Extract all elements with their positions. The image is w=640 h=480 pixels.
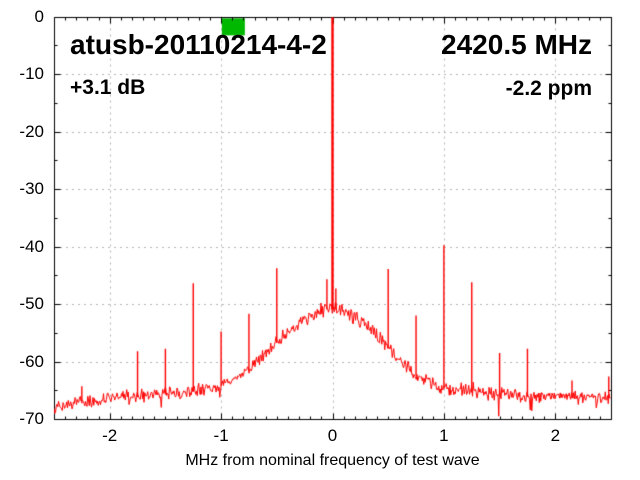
y-axis-tick-label: -40 <box>19 236 44 256</box>
y-axis-tick-label: -30 <box>19 179 44 198</box>
x-axis-tick-label: -2 <box>102 426 118 445</box>
y-axis-tick-label: -50 <box>19 294 44 313</box>
run-id-label: atusb-20110214-4-2 <box>70 29 327 60</box>
x-axis-tick-label: -1 <box>213 426 229 445</box>
frequency-offset-label: -2.2 ppm <box>505 77 592 100</box>
x-axis-tick-label: 0 <box>327 426 338 445</box>
y-axis-tick-label: -20 <box>19 121 44 141</box>
y-axis-tick-label: -70 <box>19 409 44 428</box>
x-axis-title: MHz from nominal frequency of test wave <box>185 452 480 469</box>
center-frequency-label: 2420.5 MHz <box>441 29 592 60</box>
level-offset-label: +3.1 dB <box>70 76 146 99</box>
y-axis-tick-label: -10 <box>19 64 44 83</box>
y-axis-tick-label: -60 <box>19 351 44 371</box>
y-axis-tick-label: 0 <box>34 6 44 26</box>
x-axis-tick-label: 1 <box>439 426 449 445</box>
x-axis-tick-label: 2 <box>550 426 561 445</box>
